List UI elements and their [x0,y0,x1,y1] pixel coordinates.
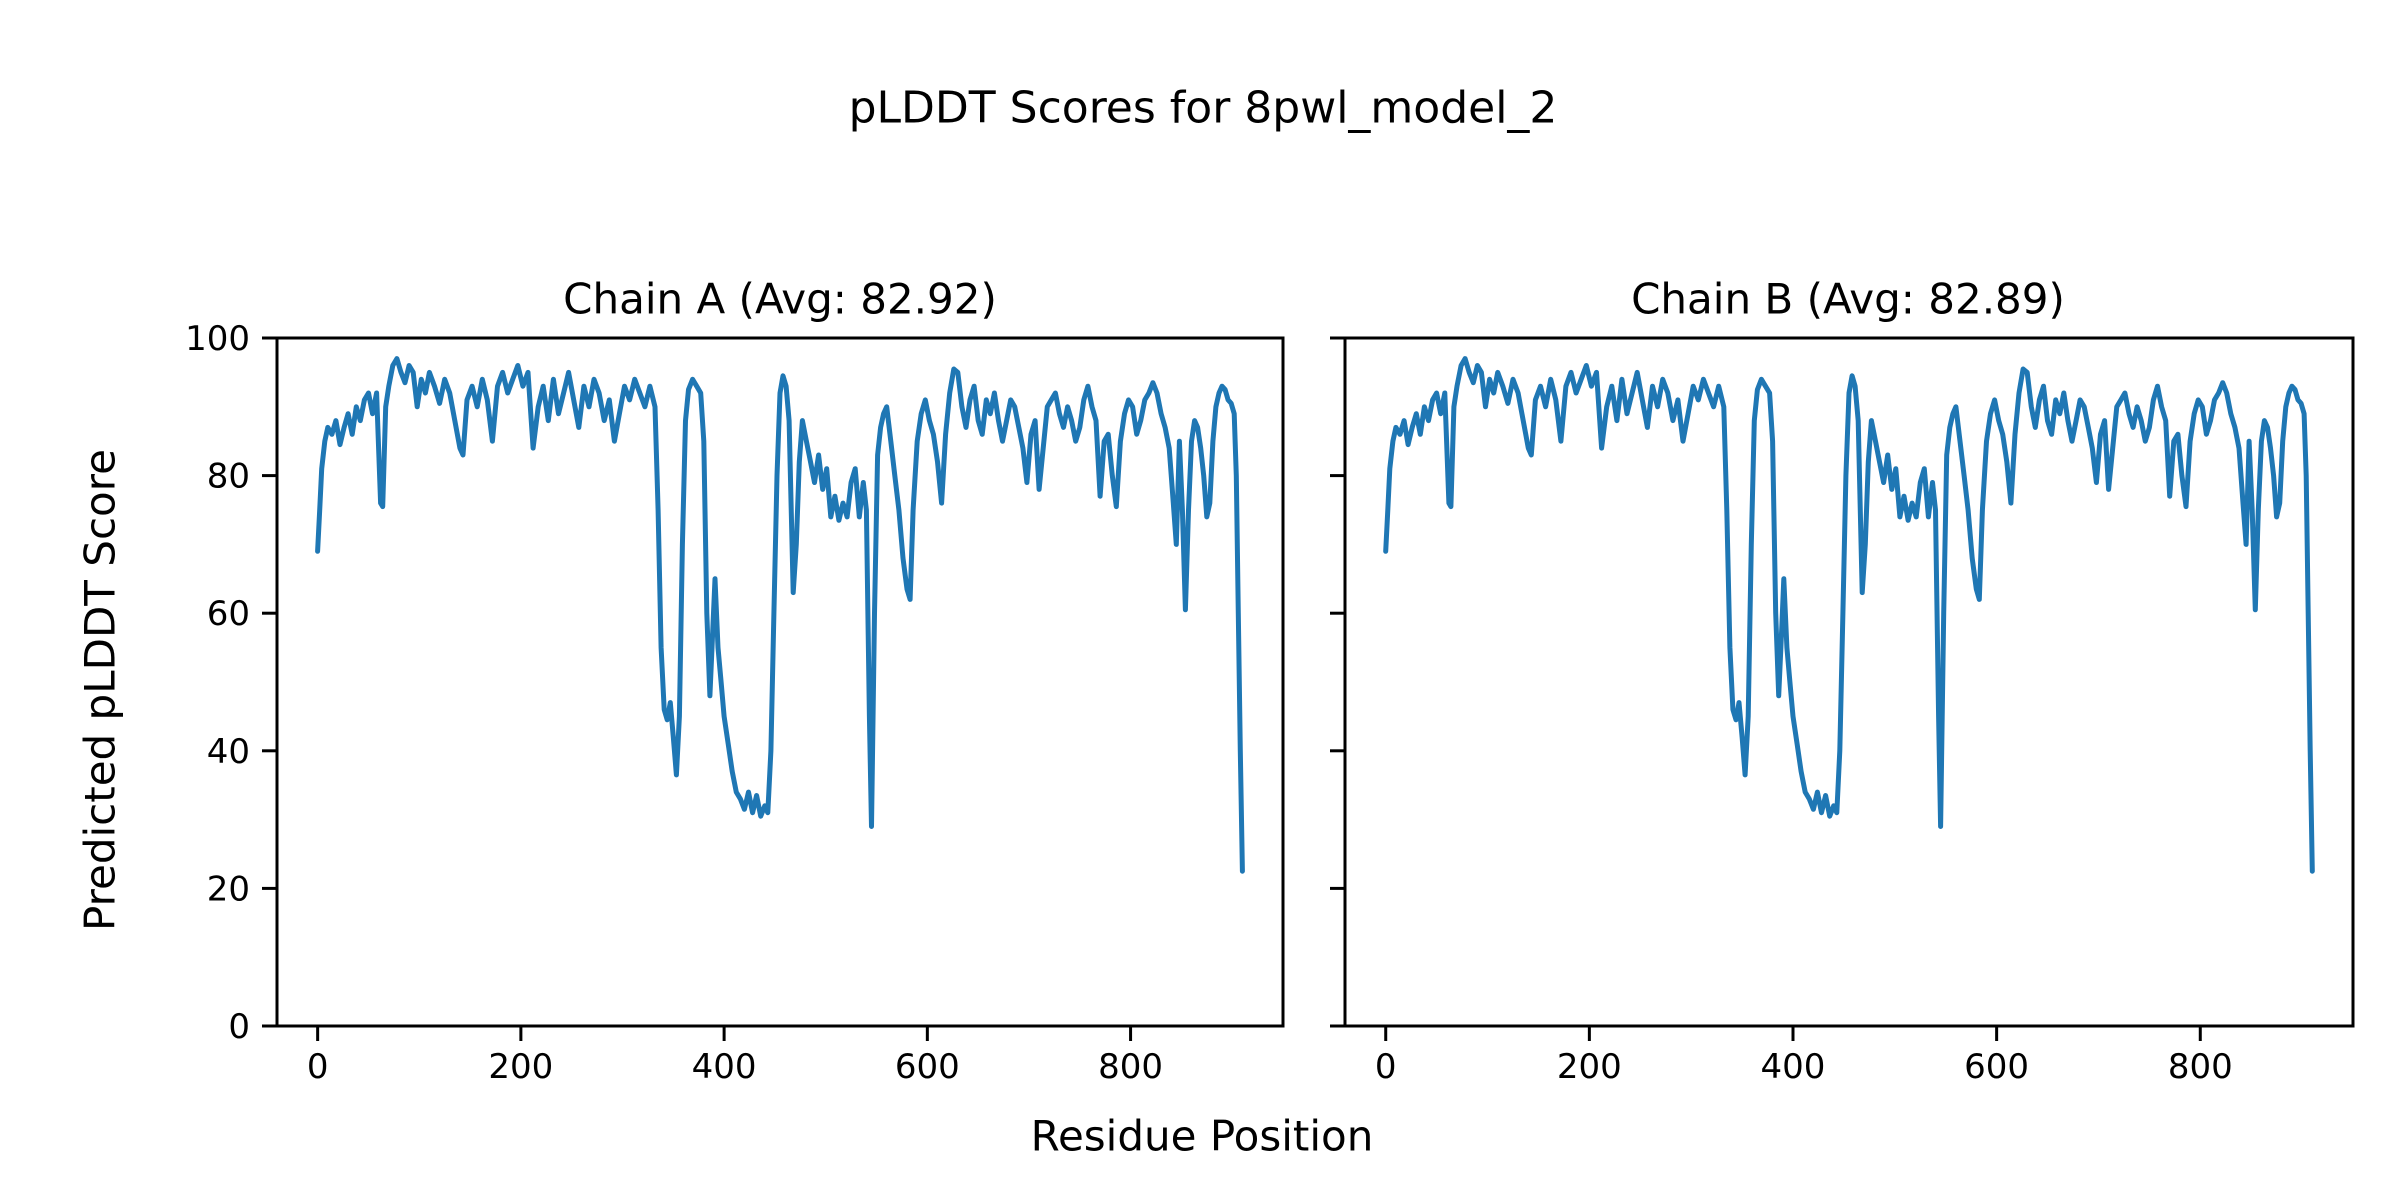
x-tick-label: 600 [895,1047,960,1087]
y-axis-label: Predicted pLDDT Score [75,449,125,931]
y-tick-label: 20 [207,869,250,909]
x-tick-label: 600 [1964,1047,2029,1087]
y-tick-label: 60 [207,594,250,634]
y-tick-label: 0 [228,1007,250,1047]
x-axis-label: Residue Position [1030,1111,1374,1161]
subplot-title-chain-b: Chain B (Avg: 82.89) [1631,274,2065,324]
plddt-line-chain-b [1383,356,2315,874]
x-tick-label: 0 [307,1047,329,1087]
x-tick-label: 400 [1761,1047,1826,1087]
plddt-line-chain-a [315,356,1245,874]
x-tick-label: 0 [1375,1047,1397,1087]
x-tick-label: 800 [2168,1047,2233,1087]
y-tick-label: 100 [185,319,250,359]
x-tick-label: 200 [1557,1047,1622,1087]
x-tick-label: 400 [692,1047,757,1087]
y-tick-label: 80 [207,457,250,497]
axes-box-chain-b [1343,336,2355,1028]
subplot-title-chain-a: Chain A (Avg: 82.92) [563,274,997,324]
y-tick-label: 40 [207,732,250,772]
figure-title: pLDDT Scores for 8pwl_model_2 [848,82,1558,134]
x-tick-label: 200 [488,1047,553,1087]
x-tick-label: 800 [1098,1047,1163,1087]
axes-box-chain-a [275,336,1285,1028]
